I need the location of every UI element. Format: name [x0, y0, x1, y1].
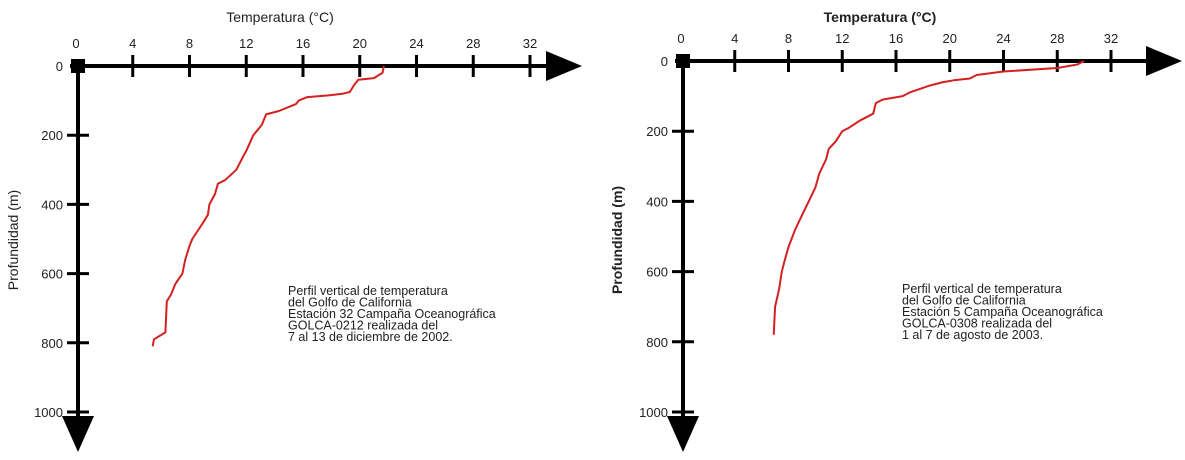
y-tick-label: 400	[41, 197, 63, 212]
x-tick-label: 4	[731, 31, 738, 46]
x-tick-label: 16	[889, 31, 903, 46]
x-tick-label: 12	[835, 31, 849, 46]
y-tick-label: 600	[646, 265, 668, 280]
x-axis-title: Temperatura (°C)	[226, 9, 334, 25]
x-tick-label: 0	[677, 31, 684, 46]
x-tick-label: 12	[239, 36, 253, 51]
y-tick-label: 0	[56, 59, 63, 74]
y-axis-title: Profundidad (m)	[5, 190, 21, 290]
x-tick-label: 28	[1050, 31, 1064, 46]
x-axis-arrow	[546, 51, 582, 81]
annotation-line: GOLCA-0212 realizada del	[288, 319, 438, 333]
annotation-line: 7 al 13 de diciembre de 2002.	[288, 330, 453, 344]
y-tick-label: 600	[41, 267, 63, 282]
annotation-line: Perfil vertical de temperatura	[902, 282, 1062, 296]
y-axis-arrow	[62, 416, 94, 452]
y-tick-label: 400	[646, 194, 668, 209]
temperature-profile-line	[151, 65, 385, 347]
x-tick-label: 24	[409, 36, 423, 51]
annotation-line: del Golfo de California	[288, 296, 412, 310]
y-tick-label: 200	[646, 124, 668, 139]
y-tick-label: 1000	[639, 405, 668, 420]
temperature-profile-chart: 0 4 8 12 16 20 24 28 32 0 200 400 600 800 1000 Temperat…	[5, 9, 582, 452]
y-axis-arrow	[667, 416, 699, 452]
x-tick-label: 16	[296, 36, 310, 51]
x-tick-label: 8	[785, 31, 792, 46]
annotation-line: Perfil vertical de temperatura	[288, 284, 448, 298]
x-tick-label: 24	[996, 31, 1010, 46]
annotation-line: GOLCA-0308 realizada del	[902, 317, 1052, 331]
y-axis-title: Profundidad (m)	[609, 186, 625, 294]
x-tick-label: 20	[943, 31, 957, 46]
x-tick-label: 32	[1104, 31, 1118, 46]
chart-panel-right: 0 4 8 12 16 20 24 28 32 0 200 400 600 800 1000 Temperat…	[600, 0, 1185, 460]
y-tick-label: 0	[661, 54, 668, 69]
chart-panel-left: 0 4 8 12 16 20 24 28 32 0 200 400 600 800 1000 Temperat…	[5, 9, 582, 452]
x-tick-label: 0	[72, 36, 79, 51]
y-tick-label: 800	[646, 335, 668, 350]
temperature-profile-chart: 0 4 8 12 16 20 24 28 32 0 200 400 600 800 1000 Temperat…	[609, 9, 1182, 452]
y-tick-label: 800	[41, 336, 63, 351]
x-tick-label: 20	[353, 36, 367, 51]
annotation-line: 1 al 7 de agosto de 2003.	[902, 328, 1043, 342]
y-tick-label: 200	[41, 128, 63, 143]
axis-origin-marker	[71, 59, 85, 73]
x-axis-arrow	[1146, 46, 1182, 76]
annotation-line: Estación 32 Campaña Oceanográfica	[288, 307, 496, 321]
x-tick-label: 4	[129, 36, 136, 51]
annotation-line: Estación 5 Campaña Oceanográfica	[902, 305, 1103, 319]
axis-origin-marker	[676, 54, 690, 68]
x-tick-label: 32	[523, 36, 537, 51]
x-tick-label: 28	[466, 36, 480, 51]
x-axis-title: Temperatura (°C)	[824, 9, 937, 25]
temperature-profile-line	[772, 60, 1085, 335]
y-tick-label: 1000	[34, 405, 63, 420]
annotation-line: del Golfo de California	[902, 294, 1026, 308]
x-tick-label: 8	[186, 36, 193, 51]
